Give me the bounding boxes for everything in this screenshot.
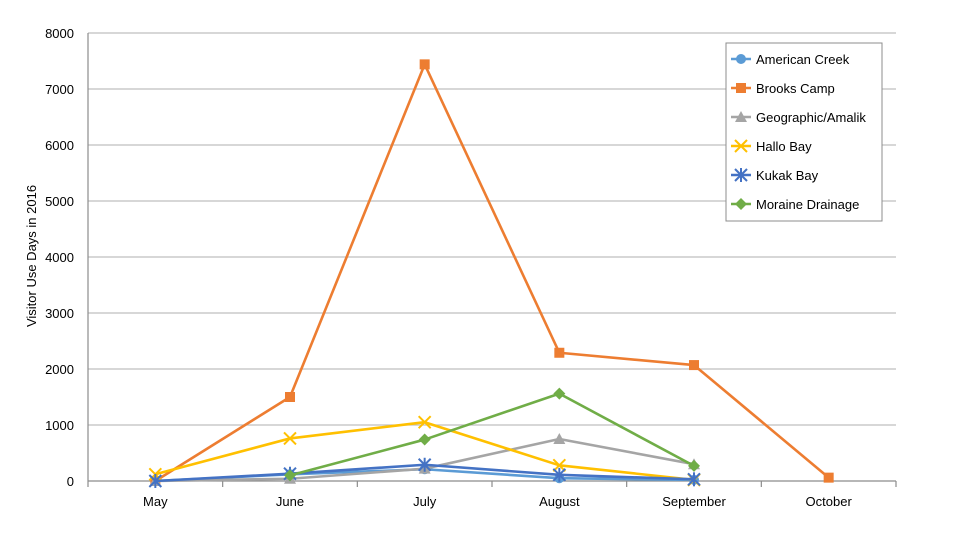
series-kukak-bay [148,457,701,488]
legend-item-american-creek: American Creek [731,52,850,67]
point-moraine-drainage-september [688,459,700,472]
legend-marker-kukak-bay [734,168,748,182]
x-tick-label-june: June [276,494,304,509]
point-hallo-bay-july [417,415,432,429]
y-tick-label-6000: 6000 [45,138,74,153]
legend-label-american-creek: American Creek [756,52,850,67]
point-geographic-amalik-august [553,433,566,444]
y-tick-label-4000: 4000 [45,250,74,265]
series-line-brooks-camp [154,63,830,483]
legend-item-geographic-amalik: Geographic/Amalik [731,110,866,125]
series-hallo-bay [148,415,701,487]
legend-marker-geographic-amalik [735,111,747,122]
legend-marker-moraine-drainage [735,198,747,210]
legend-label-moraine-drainage: Moraine Drainage [756,197,859,212]
y-tick-label-5000: 5000 [45,194,74,209]
point-moraine-drainage-july [418,433,431,446]
legend-label-kukak-bay: Kukak Bay [756,168,819,183]
x-axis-ticks: May June July August September October [143,494,852,509]
legend-item-kukak-bay: Kukak Bay [731,168,819,183]
y-tick-label-3000: 3000 [45,306,74,321]
gridlines [88,32,896,426]
legend-item-hallo-bay: Hallo Bay [731,139,812,154]
point-moraine-drainage-august [553,387,566,400]
point-kukak-bay-july [417,457,432,472]
series-group [148,59,834,488]
legend-item-moraine-drainage: Moraine Drainage [731,197,859,212]
series-line-moraine-drainage [289,392,695,477]
x-tick-label-october: October [806,494,853,509]
y-axis-ticks: 0 1000 2000 3000 4000 5000 6000 7000 8000 [45,26,74,489]
y-axis-title: Visitor Use Days in 2016 [24,185,39,327]
x-tick-label-september: September [662,494,726,509]
y-tick-label-7000: 7000 [45,82,74,97]
y-tick-label-0: 0 [67,474,74,489]
y-tick-label-2000: 2000 [45,362,74,377]
legend-box [725,42,883,222]
point-brooks-camp-october [823,472,834,483]
legend-label-hallo-bay: Hallo Bay [756,139,812,154]
legend-marker-hallo-bay [734,139,748,153]
point-hallo-bay-august [552,458,567,473]
legend-label-geographic-amalik: Geographic/Amalik [756,110,866,125]
series-moraine-drainage [284,387,700,482]
legend-label-brooks-camp: Brooks Camp [756,81,835,96]
point-hallo-bay-june [283,431,297,446]
legend-item-brooks-camp: Brooks Camp [731,81,835,96]
x-tick-label-july: July [413,494,437,509]
x-tick-label-august: August [539,494,580,509]
legend: American Creek Brooks Camp Geographic/Amal… [725,42,883,222]
point-brooks-camp-july [419,59,430,70]
point-brooks-camp-september [689,360,699,371]
point-brooks-camp-june [285,392,295,402]
point-brooks-camp-august [554,347,565,358]
point-kukak-bay-september [687,472,701,487]
y-tick-label-8000: 8000 [45,26,74,41]
legend-marker-brooks-camp [736,83,746,93]
point-moraine-drainage-june [284,469,296,482]
legend-marker-american-creek [736,54,746,64]
point-kukak-bay-august [552,467,567,482]
x-tick-label-may: May [143,494,168,509]
point-kukak-bay-may [148,474,163,488]
y-tick-label-1000: 1000 [45,418,74,433]
